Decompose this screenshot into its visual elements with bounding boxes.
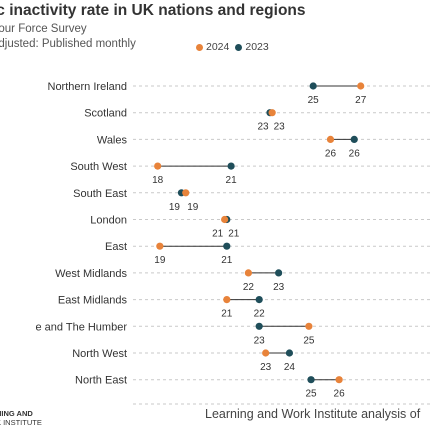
category-label-south-west: South West xyxy=(70,161,127,173)
category-label-northern-ireland: Northern Ireland xyxy=(48,81,128,93)
category-label-scotland: Scotland xyxy=(84,108,127,120)
point-2024-scotland xyxy=(268,109,276,117)
value-label-2023-south-west: 21 xyxy=(226,175,238,186)
institute-logo: NING AND K INSTITUTE xyxy=(0,409,42,427)
point-2024-south-west xyxy=(154,162,162,170)
value-label-2023-wales: 26 xyxy=(349,148,361,159)
legend-dot-2023 xyxy=(235,43,243,51)
legend-dot-2024 xyxy=(196,43,203,51)
value-label-2024-north-west: 23 xyxy=(260,362,272,373)
point-2023-north-east xyxy=(307,376,315,384)
point-2023-wales xyxy=(350,135,358,143)
category-label-e-and-the-humber: e and The Humber xyxy=(35,321,127,333)
source-note: Learning and Work Institute analysis of xyxy=(205,407,421,421)
logo-line-1: NING AND xyxy=(0,409,33,418)
value-label-2023-e-and-the-humber: 23 xyxy=(254,335,266,346)
value-label-2023-northern-ireland: 25 xyxy=(308,95,320,106)
value-label-2023-north-east: 25 xyxy=(305,389,317,400)
point-2023-east xyxy=(223,242,231,250)
value-label-2023-east: 21 xyxy=(221,255,233,266)
category-label-north-west: North West xyxy=(72,348,127,360)
logo-line-2: K INSTITUTE xyxy=(0,418,42,427)
chart-title: ic inactivity rate in UK nations and reg… xyxy=(0,2,306,19)
value-label-2024-east-midlands: 21 xyxy=(221,309,233,320)
category-label-wales: Wales xyxy=(97,134,128,146)
point-2024-east-midlands xyxy=(223,296,231,304)
chart-legend: 2024 2023 xyxy=(196,41,275,53)
value-label-2024-west-midlands: 22 xyxy=(243,282,255,293)
value-label-2024-e-and-the-humber: 25 xyxy=(303,335,315,346)
point-2024-east xyxy=(156,242,164,250)
value-label-2024-east: 19 xyxy=(154,255,166,266)
point-2023-east-midlands xyxy=(255,296,263,304)
legend-item-2024: 2024 xyxy=(196,41,229,53)
point-2023-south-west xyxy=(227,162,235,170)
point-2024-e-and-the-humber xyxy=(305,322,313,330)
category-label-east: East xyxy=(105,241,127,253)
point-2023-e-and-the-humber xyxy=(255,322,263,330)
value-label-2024-london: 21 xyxy=(212,229,224,240)
point-2024-north-west xyxy=(262,349,270,357)
point-2024-northern-ireland xyxy=(357,82,365,90)
point-2023-west-midlands xyxy=(275,269,283,277)
value-label-2024-north-east: 26 xyxy=(334,389,346,400)
chart-subtitle-adjustment: adjusted: Published monthly xyxy=(0,38,136,50)
point-2023-northern-ireland xyxy=(309,82,317,90)
point-2024-wales xyxy=(326,135,335,143)
value-label-2023-south-east: 19 xyxy=(169,202,181,213)
value-label-2023-scotland: 23 xyxy=(257,122,269,133)
point-2023-north-west xyxy=(285,349,294,357)
category-label-south-east: South East xyxy=(73,188,127,200)
value-label-2023-west-midlands: 23 xyxy=(273,282,285,293)
value-label-2023-east-midlands: 22 xyxy=(254,309,266,320)
legend-label-2024: 2024 xyxy=(206,41,230,53)
value-label-2023-london: 21 xyxy=(228,229,240,240)
category-label-east-midlands: East Midlands xyxy=(58,295,128,307)
point-2024-south-east xyxy=(182,189,190,197)
value-label-2024-south-east: 19 xyxy=(187,202,199,213)
value-label-2024-wales: 26 xyxy=(325,148,337,159)
value-label-2024-south-west: 18 xyxy=(152,175,164,186)
category-label-london: London xyxy=(90,215,127,227)
point-2024-north-east xyxy=(335,376,343,384)
legend-label-2023: 2023 xyxy=(245,41,269,53)
chart-subtitle-source: bour Force Survey xyxy=(0,23,87,35)
category-label-north-east: North East xyxy=(75,375,127,387)
value-label-2024-scotland: 23 xyxy=(274,122,286,133)
point-2024-london xyxy=(221,215,229,224)
category-label-west-midlands: West Midlands xyxy=(55,268,127,280)
point-2024-west-midlands xyxy=(244,269,252,277)
legend-item-2023: 2023 xyxy=(235,41,269,53)
value-label-2023-north-west: 24 xyxy=(284,362,296,373)
value-label-2024-northern-ireland: 27 xyxy=(355,95,367,106)
